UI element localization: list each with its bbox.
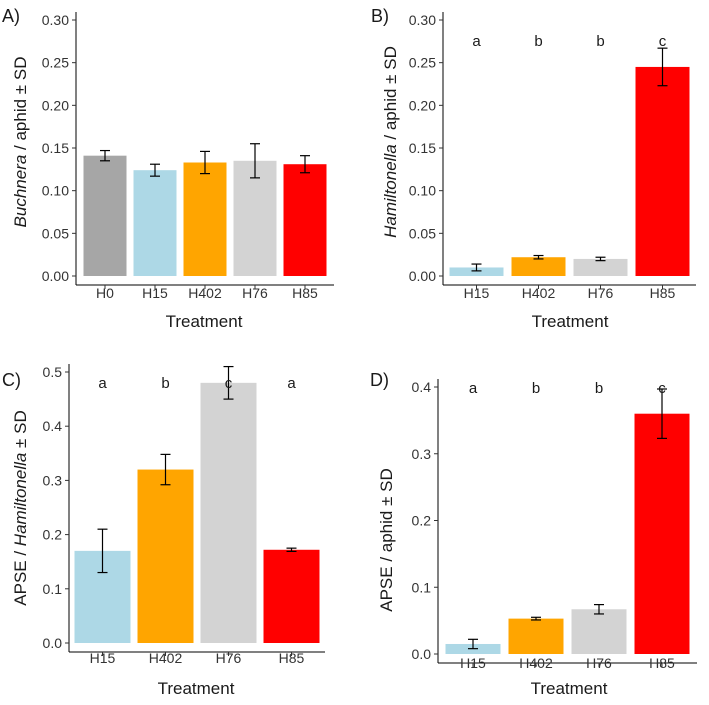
y-tick-label-d: 0.0	[412, 646, 432, 662]
bar-b-h76	[573, 258, 628, 276]
panel-label-a: A)	[2, 6, 20, 26]
significance-letter-b-h402: b	[534, 33, 542, 50]
significance-letter-c-h85: a	[287, 375, 296, 392]
bar-a-h76	[233, 160, 277, 276]
significance-letter-c-h76: c	[225, 375, 233, 392]
y-axis-title-a: Buchnera / aphid ± SD	[11, 57, 30, 228]
x-tick-label-b-h76: H76	[588, 285, 614, 301]
y-tick-label-d: 0.2	[412, 513, 432, 529]
significance-letter-d-h76: b	[595, 380, 603, 397]
bar-d-h85	[634, 413, 690, 654]
y-axis-title-a-italic: Buchnera	[11, 155, 30, 228]
bar-a-h15	[133, 170, 177, 276]
plot-area-b: 0.00 0.05 0.10 0.15 0.20 0.25 0.30 H15 a H402 b H76…	[409, 12, 696, 301]
y-tick-label-d: 0.1	[412, 579, 432, 595]
panel-d: D) APSE / aphid ± SD Treatment	[370, 370, 608, 698]
significance-letter-d-h85: c	[658, 380, 666, 397]
y-tick-label-d: 0.3	[412, 446, 432, 462]
x-tick-label-b-h15: H15	[464, 285, 490, 301]
y-tick-label-a: 0.00	[42, 268, 69, 284]
y-axis-title-c: APSE / Hamiltonella ± SD	[11, 410, 30, 605]
bar-b-h402	[511, 257, 566, 276]
y-tick-label-b: 0.20	[409, 97, 436, 113]
x-tick-label-a-h85: H85	[292, 285, 318, 301]
panel-label-c: C)	[2, 370, 21, 390]
x-tick-label-b-h402: H402	[522, 285, 556, 301]
plot-area-a: 0.00 0.05 0.10 0.15 0.20 0.25 0.30 H0 H15 H402 H76…	[42, 12, 334, 301]
x-tick-label-d-h85: H85	[649, 655, 675, 671]
y-tick-label-a: 0.20	[42, 97, 69, 113]
significance-letter-b-h15: a	[472, 33, 481, 50]
panel-b: B) Hamiltonella / aphid ± SD Treatment	[371, 6, 609, 331]
panel-c: C) APSE / Hamiltonella ± SD Treatment	[2, 370, 235, 698]
y-tick-label-d: 0.4	[412, 379, 432, 395]
y-axis-title-b-rest: / aphid ± SD	[381, 46, 400, 144]
y-tick-label-c: 0.1	[43, 581, 63, 597]
significance-letter-c-h402: b	[161, 375, 169, 392]
x-tick-label-a-h402: H402	[188, 285, 222, 301]
significance-letter-b-h76: b	[596, 33, 604, 50]
bar-c-h402	[137, 469, 194, 643]
x-tick-label-c-h85: H85	[279, 650, 305, 666]
bar-c-h76	[200, 382, 257, 643]
significance-letter-d-h402: b	[532, 380, 540, 397]
x-tick-label-d-h402: H402	[519, 655, 553, 671]
x-tick-label-d-h15: H15	[460, 655, 486, 671]
bar-a-h85	[283, 164, 327, 276]
y-tick-label-a: 0.25	[42, 55, 69, 71]
y-tick-label-b: 0.15	[409, 140, 436, 156]
y-axis-title-c-rest: ± SD	[11, 410, 30, 452]
panel-label-d: D)	[370, 370, 389, 390]
x-tick-label-b-h85: H85	[650, 285, 676, 301]
bar-d-h402	[508, 618, 564, 654]
panel-a: A) Buchnera / aphid ± SD Treatment	[2, 6, 243, 331]
y-axis-title-b: Hamiltonella / aphid ± SD	[381, 46, 400, 238]
plot-area-c: 0.0 0.1 0.2 0.3 0.4 0.5 H15 a H402 b H76 c H85 a	[43, 364, 325, 666]
x-tick-label-c-h402: H402	[149, 650, 183, 666]
x-tick-label-c-h15: H15	[90, 650, 116, 666]
panel-label-b: B)	[371, 6, 389, 26]
x-axis-title-c: Treatment	[158, 679, 235, 698]
x-tick-label-d-h76: H76	[586, 655, 612, 671]
y-tick-label-a: 0.05	[42, 225, 69, 241]
y-axis-title-d-prefix: APSE / aphid ± SD	[377, 468, 396, 612]
significance-letter-b-h85: c	[659, 33, 667, 50]
bar-b-h85	[635, 66, 690, 276]
y-tick-label-c: 0.2	[43, 527, 63, 543]
y-tick-label-b: 0.10	[409, 183, 436, 199]
x-axis-title-d: Treatment	[531, 679, 608, 698]
y-tick-label-a: 0.15	[42, 140, 69, 156]
y-tick-label-b: 0.25	[409, 55, 436, 71]
significance-letter-c-h15: a	[98, 375, 107, 392]
bar-c-h85	[263, 549, 320, 643]
x-tick-label-a-h15: H15	[142, 285, 168, 301]
y-axis-title-c-prefix: APSE /	[11, 546, 30, 606]
bar-a-h402	[183, 162, 227, 276]
x-axis-title-b: Treatment	[532, 312, 609, 331]
y-tick-label-c: 0.0	[43, 635, 63, 651]
y-axis-title-c-italic: Hamiltonella	[11, 453, 30, 547]
y-tick-label-c: 0.4	[43, 418, 63, 434]
y-axis-title-b-italic: Hamiltonella	[381, 144, 400, 238]
y-tick-label-a: 0.30	[42, 12, 69, 28]
x-tick-label-a-h0: H0	[96, 285, 114, 301]
x-tick-label-c-h76: H76	[216, 650, 242, 666]
y-tick-label-c: 0.3	[43, 472, 63, 488]
y-tick-label-b: 0.30	[409, 12, 436, 28]
y-axis-title-d: APSE / aphid ± SD	[377, 468, 396, 612]
y-tick-label-c: 0.5	[43, 364, 63, 380]
y-tick-label-b: 0.05	[409, 225, 436, 241]
x-axis-title-a: Treatment	[166, 312, 243, 331]
significance-letter-d-h15: a	[469, 380, 478, 397]
plot-area-d: 0.0 0.1 0.2 0.3 0.4 H15 a H402 b H76 b H85 c	[412, 379, 697, 671]
bar-b-h15	[449, 267, 504, 276]
x-tick-label-a-h76: H76	[242, 285, 268, 301]
y-axis-title-a-rest: / aphid ± SD	[11, 57, 30, 155]
bar-a-h0	[83, 155, 127, 276]
y-tick-label-b: 0.00	[409, 268, 436, 284]
y-tick-label-a: 0.10	[42, 183, 69, 199]
bar-d-h76	[571, 609, 627, 654]
